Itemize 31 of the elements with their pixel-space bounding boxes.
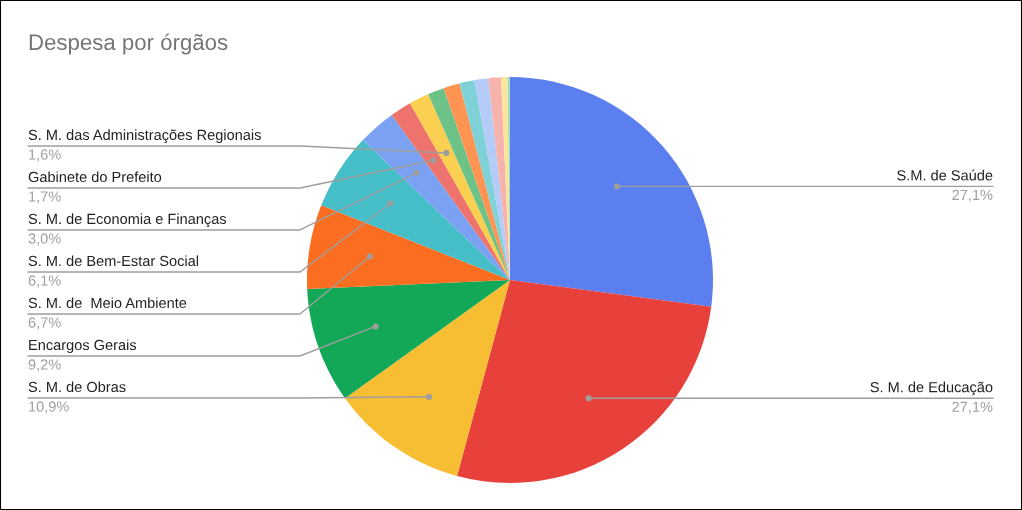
- pie-slice: [457, 280, 712, 483]
- data-label: 27,1%: [952, 189, 993, 202]
- slice-label: Encargos Gerais: [29, 339, 137, 353]
- pie-slice: [362, 115, 510, 280]
- pie-slice: [428, 88, 510, 280]
- pie-slice: [345, 280, 510, 476]
- data-label: 1,6%: [29, 149, 61, 162]
- pie-slice: [474, 78, 510, 280]
- slice-label: S. M. de Bem-Estar Social: [28, 255, 199, 267]
- chart-title: Despesa por órgãos: [29, 33, 228, 55]
- data-label: 3,0%: [28, 233, 61, 246]
- pie-slice: [459, 80, 510, 280]
- slice-label: S. M. das Administrações Regionais: [28, 129, 261, 143]
- slice-label: Gabinete do Prefeito: [28, 171, 162, 183]
- data-label: 27,1%: [952, 401, 993, 414]
- pie-slice: [391, 103, 510, 280]
- pie-slice: [510, 77, 713, 307]
- slice-label: S. M. de Meio Ambiente: [28, 297, 187, 309]
- data-label: 1,7%: [29, 191, 61, 204]
- slice-label: S. M. de Obras: [28, 381, 126, 393]
- data-label: 10,9%: [29, 401, 69, 414]
- pie-slice: [307, 205, 510, 289]
- data-label: 6,1%: [28, 275, 61, 288]
- pie-slice: [321, 140, 510, 280]
- pie-slice: [307, 280, 510, 399]
- data-label: 9,2%: [28, 359, 61, 372]
- slice-label: S. M. de Educação: [870, 381, 993, 396]
- slice-label: S. M. de Economia e Finanças: [28, 213, 227, 227]
- pie-slice: [443, 83, 510, 280]
- slice-label: S.M. de Saúde: [897, 169, 993, 181]
- data-label: 6,7%: [28, 317, 61, 330]
